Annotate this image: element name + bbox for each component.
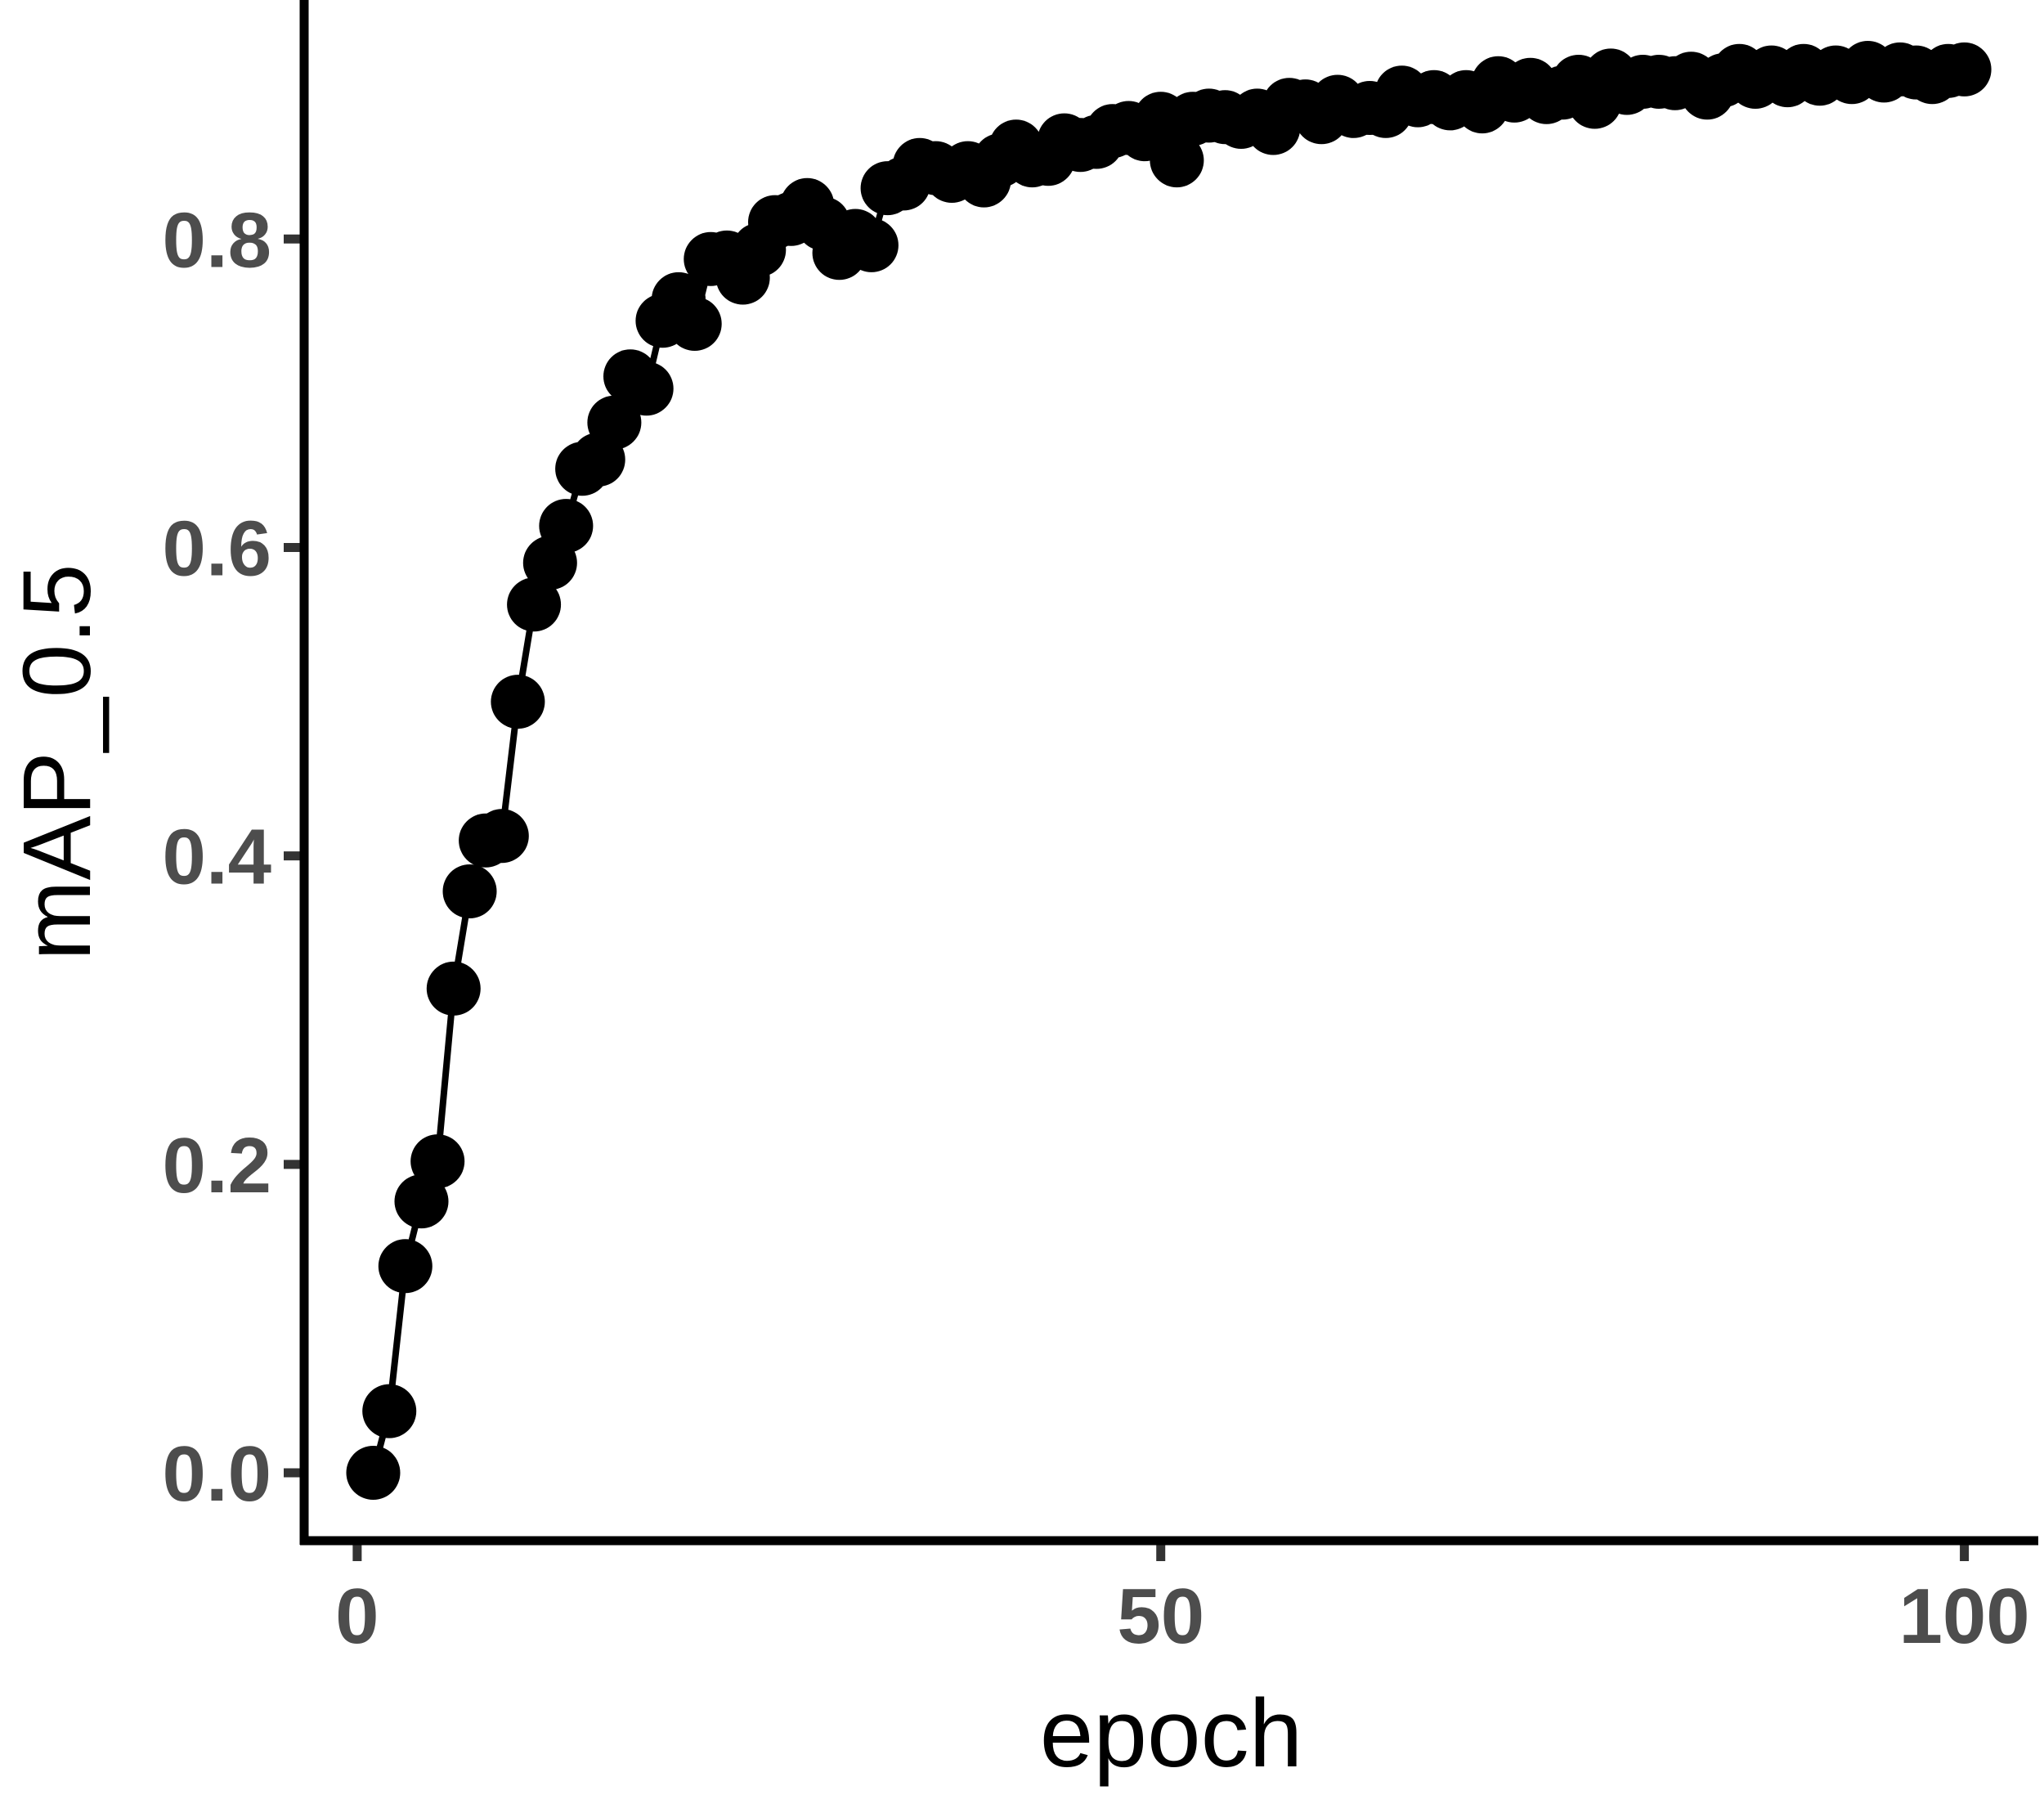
data-point [1150,133,1204,188]
data-point [844,218,899,272]
x-axis-title: epoch [1040,1680,1303,1788]
series-group [346,41,1992,1500]
y-tick-label: 0.8 [163,196,271,284]
data-point [491,675,545,729]
data-point [667,297,722,351]
data-point [442,864,497,918]
data-point [346,1446,401,1500]
y-tick-label: 0.4 [163,814,271,901]
data-point [1937,42,1992,96]
data-point [587,395,642,450]
data-point [619,361,674,416]
x-tick-label: 50 [1117,1573,1204,1660]
data-point [410,1134,465,1189]
data-point [362,1384,417,1438]
y-axis-ticks: 0.0 0.2 0.4 0.6 0.8 [163,196,300,1518]
data-point [539,499,594,554]
x-tick-label: 100 [1898,1573,2029,1660]
data-point [426,961,481,1016]
x-axis-ticks: 0 50 100 [335,1545,2030,1660]
y-tick-label: 0.2 [163,1122,271,1209]
data-point [378,1239,433,1294]
y-tick-label: 0.0 [163,1430,271,1518]
data-point [474,809,529,864]
data-point [507,577,562,632]
x-tick-label: 0 [335,1573,379,1660]
y-tick-label: 0.6 [163,505,271,592]
y-axis-title: mAP_0.5 [3,563,111,960]
